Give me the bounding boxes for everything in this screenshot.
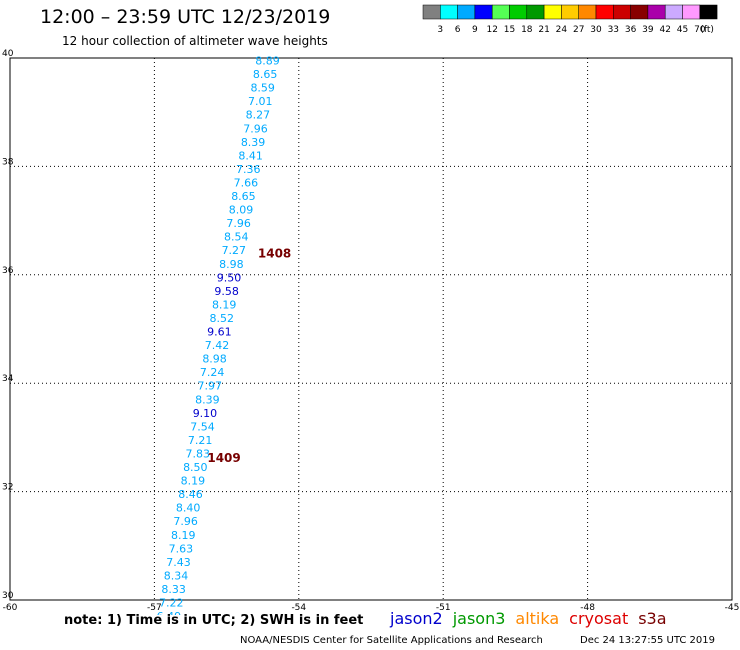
wave-height-label: 7.54 (190, 420, 215, 433)
wave-height-label: 8.19 (171, 529, 196, 542)
wave-height-label: 7.83 (185, 447, 210, 460)
colorbar-label: 6 (455, 25, 461, 35)
wave-height-label: 9.10 (193, 407, 218, 420)
wave-height-label: 8.34 (164, 569, 189, 582)
x-tick-label: -45 (725, 603, 740, 613)
pass-time-label: 1409 (207, 451, 240, 465)
wave-height-label: 8.98 (202, 353, 227, 366)
legend-entry-altika: altika (515, 609, 560, 628)
colorbar-label: 15 (504, 25, 515, 35)
wave-height-label: 8.89 (255, 55, 280, 68)
colorbar-label: 33 (608, 25, 619, 35)
y-tick-label: 40 (2, 49, 14, 59)
colorbar-label: 3 (437, 25, 443, 35)
wave-height-label: 8.33 (161, 583, 186, 596)
wave-height-label: 7.01 (248, 95, 273, 108)
wave-height-label: 7.63 (169, 542, 194, 555)
colorbar-label: 24 (556, 25, 568, 35)
colorbar-label: 21 (538, 25, 549, 35)
wave-height-label: 9.58 (214, 285, 239, 298)
wave-height-label: 8.54 (224, 231, 249, 244)
colorbar-label: 18 (521, 25, 533, 35)
wave-height-label: 7.42 (205, 339, 230, 352)
wave-height-label: 7.24 (200, 366, 225, 379)
chart-subtitle: 12 hour collection of altimeter wave hei… (62, 34, 328, 48)
wave-height-label: 8.98 (219, 258, 244, 271)
wave-height-label: 9.50 (217, 271, 242, 284)
wave-height-label: 7.96 (243, 122, 268, 135)
x-tick-label: -48 (580, 603, 595, 613)
colorbar-label: 39 (642, 25, 654, 35)
wave-height-label: 7.96 (173, 515, 198, 528)
pass-time-label: 1408 (258, 246, 291, 260)
wave-height-label: 7.97 (198, 380, 223, 393)
wave-height-label: 7.36 (236, 163, 261, 176)
colorbar-label: 30 (590, 25, 602, 35)
wave-height-label: 7.21 (188, 434, 213, 447)
y-tick-label: 38 (2, 157, 14, 167)
wave-height-label: 8.65 (231, 190, 256, 203)
colorbar-unit: (ft) (700, 25, 714, 35)
colorbar: 3 6 9 12 15 18 21 24 27 30 33 36 39 42 45 70(ft) (422, 4, 718, 35)
colorbar-label: 12 (486, 25, 497, 35)
generation-timestamp: Dec 24 13:27:55 UTC 2019 (580, 635, 715, 646)
colorbar-swatch (699, 4, 718, 20)
x-tick-label: -54 (291, 603, 306, 613)
wave-height-label: 9.61 (207, 326, 232, 339)
chart-title: 12:00 – 23:59 UTC 12/23/2019 (40, 6, 331, 28)
x-tick-label: -51 (436, 603, 451, 613)
wave-height-label: 8.19 (181, 475, 206, 488)
satellite-legend: jason2 jason3 altika cryosat s3a (390, 609, 677, 628)
wave-height-label: 7.96 (226, 217, 251, 230)
wave-height-label: 8.27 (246, 109, 271, 122)
legend-entry-jason2: jason2 (390, 609, 443, 628)
wave-height-label: 8.52 (210, 312, 235, 325)
wave-height-label: 8.39 (241, 136, 266, 149)
wave-height-label: 8.09 (229, 204, 254, 217)
wave-height-label: 7.27 (222, 244, 247, 257)
colorbar-label: 36 (625, 25, 637, 35)
footnote: note: 1) Time is in UTC; 2) SWH is in fe… (64, 613, 364, 628)
wave-height-label: 7.66 (234, 176, 259, 189)
legend-entry-jason3: jason3 (452, 609, 506, 628)
wave-height-label: 6.49 (157, 610, 182, 615)
legend-entry-s3a: s3a (638, 609, 667, 628)
y-tick-label: 30 (2, 591, 14, 601)
y-tick-label: 32 (2, 483, 13, 493)
wave-height-label: 8.65 (253, 68, 278, 81)
plot-frame (9, 57, 733, 601)
y-tick-label: 34 (2, 374, 14, 384)
wave-height-label: 8.41 (238, 149, 263, 162)
wave-height-label: 7.22 (159, 597, 184, 610)
wave-height-label: 8.39 (195, 393, 220, 406)
colorbar-label: 9 (472, 25, 478, 35)
wave-height-label: 8.59 (250, 82, 275, 95)
y-tick-label: 36 (2, 266, 14, 276)
wave-height-label: 8.40 (176, 502, 201, 515)
legend-entry-cryosat: cryosat (569, 609, 629, 628)
wave-height-label: 8.19 (212, 298, 237, 311)
colorbar-label: 42 (659, 25, 670, 35)
colorbar-label: 27 (573, 25, 584, 35)
wave-height-label: 8.46 (178, 488, 203, 501)
wave-height-label: 7.43 (166, 556, 191, 569)
x-tick-label: -57 (147, 603, 162, 613)
credit-line: NOAA/NESDIS Center for Satellite Applica… (240, 635, 543, 646)
colorbar-label: 45 (677, 25, 688, 35)
plot-area: -60 -57 -54 -51 -48 -453032343638408.898.658.… (2, 49, 740, 615)
colorbar-label: 70 (694, 25, 706, 35)
wave-height-label: 8.50 (183, 461, 208, 474)
x-tick-label: -60 (3, 603, 18, 613)
